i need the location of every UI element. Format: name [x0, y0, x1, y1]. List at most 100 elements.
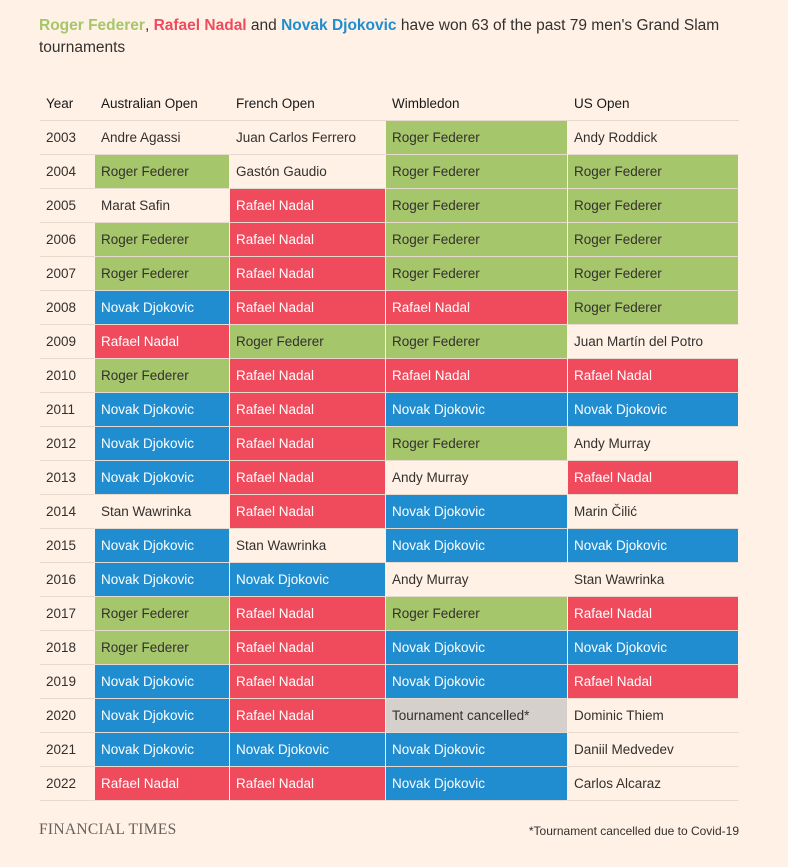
table-row: 2013 Novak Djokovic Rafael Nadal Andy Murra… [40, 461, 739, 495]
table-row: 2020 Novak Djokovic Rafael Nadal Tournament… [40, 699, 739, 733]
winner-cell-us-open: Roger Federer [568, 155, 739, 189]
title-separator-2: and [246, 17, 282, 34]
winner-cell-french-open: Rafael Nadal [230, 767, 386, 801]
winner-cell-australian-open: Rafael Nadal [95, 325, 230, 359]
winner-cell-wimbledon: Roger Federer [386, 121, 568, 155]
winner-cell-wimbledon: Novak Djokovic [386, 631, 568, 665]
winner-cell-french-open: Rafael Nadal [230, 427, 386, 461]
column-header-us-open: US Open [568, 86, 739, 121]
winner-cell-french-open: Novak Djokovic [230, 563, 386, 597]
year-cell: 2009 [40, 325, 95, 359]
table-row: 2022 Rafael Nadal Rafael Nadal Novak Djokov… [40, 767, 739, 801]
table-header-row: Year Australian Open French Open Wimbled… [40, 86, 739, 121]
winner-cell-wimbledon: Andy Murray [386, 563, 568, 597]
year-cell: 2015 [40, 529, 95, 563]
winner-cell-us-open: Roger Federer [568, 189, 739, 223]
year-cell: 2016 [40, 563, 95, 597]
winner-cell-wimbledon: Roger Federer [386, 189, 568, 223]
winner-cell-us-open: Roger Federer [568, 291, 739, 325]
winner-cell-australian-open: Novak Djokovic [95, 291, 230, 325]
winner-cell-australian-open: Novak Djokovic [95, 733, 230, 767]
table-row: 2021 Novak Djokovic Novak Djokovic Novak Dj… [40, 733, 739, 767]
winner-cell-wimbledon: Novak Djokovic [386, 767, 568, 801]
winner-cell-australian-open: Stan Wawrinka [95, 495, 230, 529]
winner-cell-us-open: Novak Djokovic [568, 393, 739, 427]
chart-title: Roger Federer, Rafael Nadal and Novak Dj… [39, 15, 759, 59]
year-cell: 2012 [40, 427, 95, 461]
winner-cell-australian-open: Novak Djokovic [95, 529, 230, 563]
column-header-australian-open: Australian Open [95, 86, 230, 121]
winner-cell-french-open: Rafael Nadal [230, 393, 386, 427]
table-row: 2011 Novak Djokovic Rafael Nadal Novak Djok… [40, 393, 739, 427]
winner-cell-french-open: Rafael Nadal [230, 699, 386, 733]
winner-cell-wimbledon: Roger Federer [386, 257, 568, 291]
table-row: 2019 Novak Djokovic Rafael Nadal Novak Djok… [40, 665, 739, 699]
winner-cell-french-open: Rafael Nadal [230, 189, 386, 223]
winner-cell-french-open: Rafael Nadal [230, 223, 386, 257]
year-cell: 2017 [40, 597, 95, 631]
table-row: 2018 Roger Federer Rafael Nadal Novak Djoko… [40, 631, 739, 665]
winner-cell-australian-open: Andre Agassi [95, 121, 230, 155]
winner-cell-us-open: Daniil Medvedev [568, 733, 739, 767]
table-row: 2012 Novak Djokovic Rafael Nadal Roger Fede… [40, 427, 739, 461]
column-header-year: Year [40, 86, 95, 121]
winner-cell-wimbledon: Novak Djokovic [386, 529, 568, 563]
winner-cell-french-open: Rafael Nadal [230, 461, 386, 495]
table-row: 2003 Andre Agassi Juan Carlos Ferrero Roger… [40, 121, 739, 155]
year-cell: 2020 [40, 699, 95, 733]
winner-cell-australian-open: Roger Federer [95, 257, 230, 291]
winner-cell-australian-open: Novak Djokovic [95, 699, 230, 733]
table-row: 2015 Novak Djokovic Stan Wawrinka Novak Djo… [40, 529, 739, 563]
title-djokovic: Novak Djokovic [281, 17, 397, 34]
table-row: 2007 Roger Federer Rafael Nadal Roger Feder… [40, 257, 739, 291]
winner-cell-us-open: Novak Djokovic [568, 631, 739, 665]
year-cell: 2011 [40, 393, 95, 427]
table-row: 2010 Roger Federer Rafael Nadal Rafael Nada… [40, 359, 739, 393]
year-cell: 2010 [40, 359, 95, 393]
winner-cell-french-open: Rafael Nadal [230, 257, 386, 291]
year-cell: 2014 [40, 495, 95, 529]
winner-cell-french-open: Rafael Nadal [230, 631, 386, 665]
winner-cell-us-open: Rafael Nadal [568, 461, 739, 495]
year-cell: 2022 [40, 767, 95, 801]
year-cell: 2003 [40, 121, 95, 155]
winner-cell-wimbledon: Rafael Nadal [386, 291, 568, 325]
winner-cell-french-open: Rafael Nadal [230, 665, 386, 699]
winner-cell-wimbledon: Rafael Nadal [386, 359, 568, 393]
winner-cell-wimbledon: Roger Federer [386, 325, 568, 359]
table-row: 2016 Novak Djokovic Novak Djokovic Andy Mur… [40, 563, 739, 597]
winner-cell-us-open: Carlos Alcaraz [568, 767, 739, 801]
winner-cell-us-open: Roger Federer [568, 223, 739, 257]
winner-cell-wimbledon: Andy Murray [386, 461, 568, 495]
winner-cell-french-open: Novak Djokovic [230, 733, 386, 767]
grand-slam-table: Year Australian Open French Open Wimbled… [40, 86, 739, 801]
winner-cell-wimbledon: Novak Djokovic [386, 393, 568, 427]
winner-cell-us-open: Andy Roddick [568, 121, 739, 155]
winner-cell-wimbledon: Novak Djokovic [386, 665, 568, 699]
table-body: 2003 Andre Agassi Juan Carlos Ferrero Roger… [40, 121, 739, 801]
winner-cell-australian-open: Roger Federer [95, 359, 230, 393]
footnote: *Tournament cancelled due to Covid-19 [528, 824, 739, 838]
winner-cell-us-open: Marin Čilić [568, 495, 739, 529]
winner-cell-wimbledon: Novak Djokovic [386, 495, 568, 529]
year-cell: 2018 [40, 631, 95, 665]
column-header-wimbledon: Wimbledon [386, 86, 568, 121]
winner-cell-australian-open: Novak Djokovic [95, 563, 230, 597]
table-row: 2014 Stan Wawrinka Rafael Nadal Novak Djoko… [40, 495, 739, 529]
table-row: 2006 Roger Federer Rafael Nadal Roger Feder… [40, 223, 739, 257]
winner-cell-us-open: Rafael Nadal [568, 359, 739, 393]
year-cell: 2019 [40, 665, 95, 699]
winner-cell-us-open: Stan Wawrinka [568, 563, 739, 597]
winner-cell-australian-open: Novak Djokovic [95, 393, 230, 427]
winner-cell-us-open: Andy Murray [568, 427, 739, 461]
winner-cell-french-open: Juan Carlos Ferrero [230, 121, 386, 155]
winner-cell-australian-open: Rafael Nadal [95, 767, 230, 801]
year-cell: 2005 [40, 189, 95, 223]
winner-cell-french-open: Gastón Gaudio [230, 155, 386, 189]
winner-cell-wimbledon: Novak Djokovic [386, 733, 568, 767]
winner-cell-us-open: Roger Federer [568, 257, 739, 291]
winner-cell-wimbledon: Roger Federer [386, 223, 568, 257]
winner-cell-wimbledon: Roger Federer [386, 427, 568, 461]
winner-cell-australian-open: Roger Federer [95, 223, 230, 257]
column-header-french-open: French Open [230, 86, 386, 121]
